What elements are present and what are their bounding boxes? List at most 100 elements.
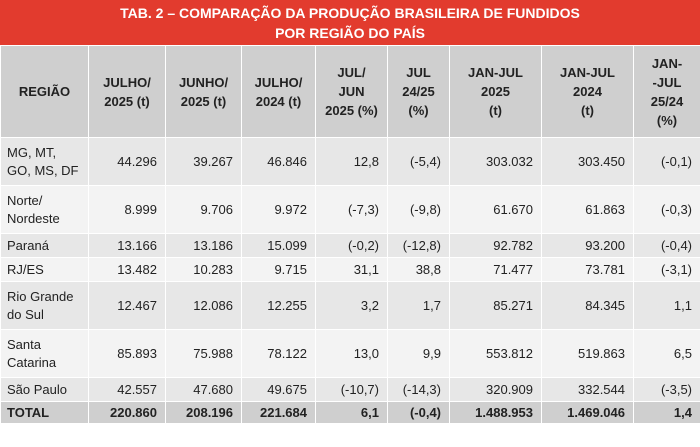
total-value-cell: (-0,4) bbox=[387, 401, 450, 424]
value-cell: 13.186 bbox=[165, 233, 242, 258]
column-header-line: JUNHO/ bbox=[178, 74, 229, 90]
total-value-cell: 6,1 bbox=[315, 401, 388, 424]
value-cell: 12,8 bbox=[315, 137, 388, 186]
column-header: JAN-JUL 2025 (t) bbox=[449, 45, 542, 138]
column-header: REGIÃO bbox=[0, 45, 89, 138]
region-cell: Norte/Nordeste bbox=[0, 185, 89, 234]
value-cell: 12.467 bbox=[88, 281, 166, 330]
total-value-cell: 220.860 bbox=[88, 401, 166, 424]
column-header-line: 2025 bbox=[481, 84, 510, 99]
value-cell: 13,0 bbox=[315, 329, 388, 378]
column-header: JAN-JUL 2024 (t) bbox=[541, 45, 634, 138]
value-cell: 44.296 bbox=[88, 137, 166, 186]
column-header-line: (%) bbox=[656, 112, 678, 128]
value-cell: 1,7 bbox=[387, 281, 450, 330]
region-cell: São Paulo bbox=[0, 377, 89, 402]
value-cell: (-14,3) bbox=[387, 377, 450, 402]
value-cell: 12.086 bbox=[165, 281, 242, 330]
region-label-line: GO, MS, DF bbox=[7, 162, 79, 178]
value-cell: 85.271 bbox=[449, 281, 542, 330]
total-value-cell: 208.196 bbox=[165, 401, 242, 424]
value-cell: (-3,1) bbox=[633, 257, 700, 282]
column-header-line: 24/25 bbox=[402, 84, 435, 99]
column-header: JAN- -JUL 25/24 (%) bbox=[633, 45, 700, 138]
value-cell: 85.893 bbox=[88, 329, 166, 378]
column-header-line: JUL/ bbox=[337, 65, 366, 80]
value-cell: 303.032 bbox=[449, 137, 542, 186]
value-cell: (-7,3) bbox=[315, 185, 388, 234]
region-cell: Rio Grande do Sul bbox=[0, 281, 89, 330]
column-header-line: JUL bbox=[406, 65, 431, 80]
column-header: JUL/JUN 2025 (%) bbox=[315, 45, 388, 138]
value-cell: 42.557 bbox=[88, 377, 166, 402]
value-cell: 78.122 bbox=[241, 329, 316, 378]
column-header-line: 2024 (t) bbox=[255, 93, 302, 109]
table-title-line1: TAB. 2 – COMPARAÇÃO DA PRODUÇÃO BRASILEI… bbox=[120, 5, 580, 21]
table-row: Rio Grande do Sul 12.467 12.086 12.255 3,2 1,7… bbox=[0, 281, 700, 330]
value-cell: 332.544 bbox=[541, 377, 634, 402]
column-header-line: (t) bbox=[581, 103, 594, 118]
value-cell: 9,9 bbox=[387, 329, 450, 378]
value-cell: 9.715 bbox=[241, 257, 316, 282]
table-row: Paraná 13.166 13.186 15.099 (-0,2) (-12,8) 92.… bbox=[0, 233, 700, 258]
value-cell: 303.450 bbox=[541, 137, 634, 186]
total-value-cell: 1.469.046 bbox=[541, 401, 634, 424]
value-cell: 61.863 bbox=[541, 185, 634, 234]
value-cell: (-12,8) bbox=[387, 233, 450, 258]
column-header-line: 2025 (t) bbox=[104, 93, 150, 109]
value-cell: 75.988 bbox=[165, 329, 242, 378]
value-cell: 47.680 bbox=[165, 377, 242, 402]
table-title-line2: POR REGIÃO DO PAÍS bbox=[275, 25, 425, 41]
column-header-line: 2024 bbox=[573, 84, 602, 99]
column-header-line: JAN-JUL bbox=[468, 65, 523, 80]
column-header: JUL 24/25 (%) bbox=[387, 45, 450, 138]
region-label-line: Nordeste bbox=[7, 210, 60, 226]
table-title: TAB. 2 – COMPARAÇÃO DA PRODUÇÃO BRASILEI… bbox=[0, 0, 700, 45]
table-row: Norte/Nordeste 8.999 9.706 9.972 (-7,3) (-9,8… bbox=[0, 185, 700, 234]
table-row: RJ/ES 13.482 10.283 9.715 31,1 38,8 71.477 73.7… bbox=[0, 257, 700, 282]
value-cell: 320.909 bbox=[449, 377, 542, 402]
production-table: REGIÃO JULHO/2025 (t) JUNHO/2025 (t) JULHO/… bbox=[0, 45, 700, 424]
region-cell: Paraná bbox=[0, 233, 89, 258]
column-header: JULHO/2024 (t) bbox=[241, 45, 316, 138]
region-label-line: Norte/ bbox=[7, 192, 43, 208]
region-label-line: RJ/ES bbox=[7, 261, 44, 277]
total-label: TOTAL bbox=[0, 401, 89, 424]
value-cell: 38,8 bbox=[387, 257, 450, 282]
column-header-line: JULHO/ bbox=[103, 74, 151, 90]
value-cell: 93.200 bbox=[541, 233, 634, 258]
value-cell: 92.782 bbox=[449, 233, 542, 258]
region-cell: MG, MT, GO, MS, DF bbox=[0, 137, 89, 186]
table-row: MG, MT, GO, MS, DF 44.296 39.267 46.846 12,8 (… bbox=[0, 137, 700, 186]
value-cell: (-9,8) bbox=[387, 185, 450, 234]
column-header-line: (%) bbox=[408, 103, 429, 118]
value-cell: 46.846 bbox=[241, 137, 316, 186]
table-row: São Paulo 42.557 47.680 49.675 (-10,7) (-14,3… bbox=[0, 377, 700, 402]
column-header: JULHO/2025 (t) bbox=[88, 45, 166, 138]
value-cell: 10.283 bbox=[165, 257, 242, 282]
value-cell: 13.482 bbox=[88, 257, 166, 282]
region-cell: RJ/ES bbox=[0, 257, 89, 282]
column-header: JUNHO/2025 (t) bbox=[165, 45, 242, 138]
table-body: MG, MT, GO, MS, DF 44.296 39.267 46.846 12,8(… bbox=[0, 137, 700, 424]
region-label-line: Paraná bbox=[7, 237, 49, 253]
region-label-line: do Sul bbox=[7, 306, 44, 322]
value-cell: 73.781 bbox=[541, 257, 634, 282]
column-header-line: JULHO/ bbox=[254, 74, 303, 90]
value-cell: 61.670 bbox=[449, 185, 542, 234]
value-cell: 13.166 bbox=[88, 233, 166, 258]
value-cell: 8.999 bbox=[88, 185, 166, 234]
column-header-line: REGIÃO bbox=[18, 84, 71, 99]
value-cell: (-0,3) bbox=[633, 185, 700, 234]
value-cell: (-0,1) bbox=[633, 137, 700, 186]
value-cell: 9.972 bbox=[241, 185, 316, 234]
total-value-cell: 1.488.953 bbox=[449, 401, 542, 424]
total-row: TOTAL 220.860 208.196 221.684 6,1 (-0,4) 1.488… bbox=[0, 401, 700, 424]
value-cell: (-0,2) bbox=[315, 233, 388, 258]
column-header-line: -JUL bbox=[652, 74, 682, 90]
region-label-line: São Paulo bbox=[7, 381, 67, 397]
value-cell: (-0,4) bbox=[633, 233, 700, 258]
column-header-line: 2025 (t) bbox=[180, 93, 227, 109]
value-cell: 39.267 bbox=[165, 137, 242, 186]
